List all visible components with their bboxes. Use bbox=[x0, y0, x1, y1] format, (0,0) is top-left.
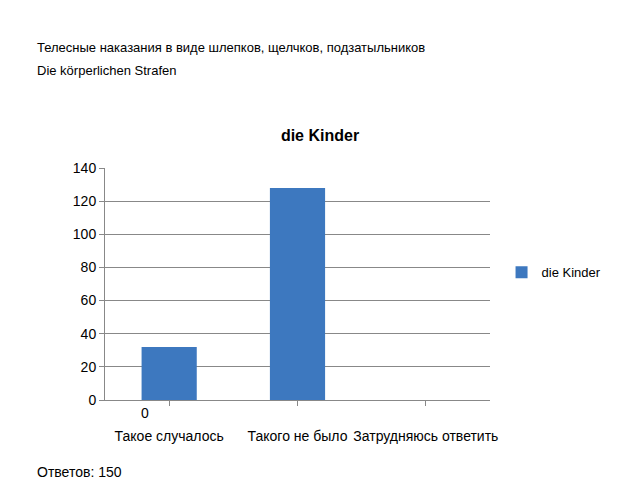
svg-text:80: 80 bbox=[81, 259, 97, 275]
svg-text:Затрудняюсь ответить: Затрудняюсь ответить bbox=[353, 428, 498, 444]
svg-text:140: 140 bbox=[73, 160, 97, 176]
svg-text:die Kinder: die Kinder bbox=[542, 265, 601, 280]
svg-text:die Kinder: die Kinder bbox=[281, 127, 359, 144]
svg-text:20: 20 bbox=[81, 359, 97, 375]
svg-text:100: 100 bbox=[73, 226, 97, 242]
svg-text:0: 0 bbox=[88, 392, 96, 408]
svg-text:120: 120 bbox=[73, 193, 97, 209]
svg-text:Ответов: 150: Ответов: 150 bbox=[37, 464, 122, 480]
svg-text:Такого не было: Такого не было bbox=[248, 428, 348, 444]
svg-text:Такое случалось: Такое случалось bbox=[115, 428, 224, 444]
svg-text:0: 0 bbox=[141, 405, 149, 421]
svg-text:Телесные наказания в виде шлеп: Телесные наказания в виде шлепков, щелчк… bbox=[37, 40, 425, 55]
svg-text:40: 40 bbox=[81, 326, 97, 342]
svg-text:60: 60 bbox=[81, 292, 97, 308]
svg-text:Die körperlichen Strafen: Die körperlichen Strafen bbox=[37, 63, 176, 78]
